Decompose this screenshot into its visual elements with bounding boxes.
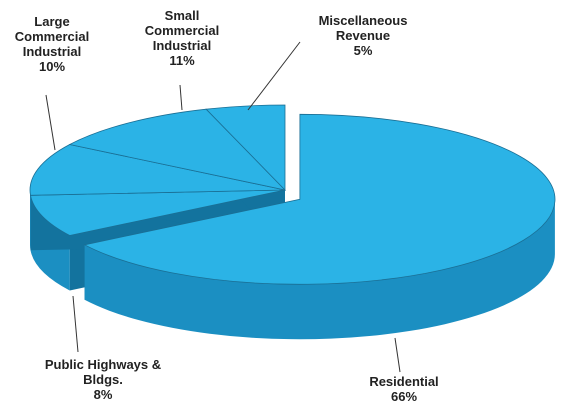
category-label: Small Commercial Industrial bbox=[144, 8, 220, 53]
slice-label: Miscellaneous Revenue 5% bbox=[303, 13, 423, 58]
pie bbox=[29, 104, 556, 340]
category-label: Public Highways & Bldgs. bbox=[44, 357, 162, 387]
slice-label: Small Commercial Industrial 11% bbox=[137, 8, 227, 68]
slice bbox=[30, 189, 286, 236]
leader-line bbox=[45, 94, 56, 151]
slice bbox=[29, 144, 286, 196]
value-label: 66% bbox=[390, 389, 418, 404]
slice-label: Large Commercial Industrial 10% bbox=[7, 14, 97, 74]
slice bbox=[68, 108, 287, 191]
slice bbox=[205, 104, 286, 191]
value-label: 8% bbox=[93, 387, 113, 402]
slice-side bbox=[30, 190, 31, 251]
value-label: 11% bbox=[169, 53, 195, 68]
slice bbox=[83, 113, 556, 285]
slice-label: Public Highways & Bldgs. 8% bbox=[28, 357, 178, 402]
slice-side bbox=[84, 199, 555, 340]
value-label: 5% bbox=[353, 43, 373, 58]
category-label: Residential bbox=[369, 374, 439, 389]
value-label: 10% bbox=[38, 59, 66, 74]
leader-line bbox=[179, 84, 183, 111]
leader-line bbox=[72, 295, 79, 353]
leader-line bbox=[394, 337, 401, 373]
slice-label: Residential 66% bbox=[334, 374, 474, 404]
category-label: Large Commercial Industrial bbox=[14, 14, 90, 59]
leader-line bbox=[247, 41, 301, 111]
category-label: Miscellaneous Revenue bbox=[318, 13, 408, 43]
